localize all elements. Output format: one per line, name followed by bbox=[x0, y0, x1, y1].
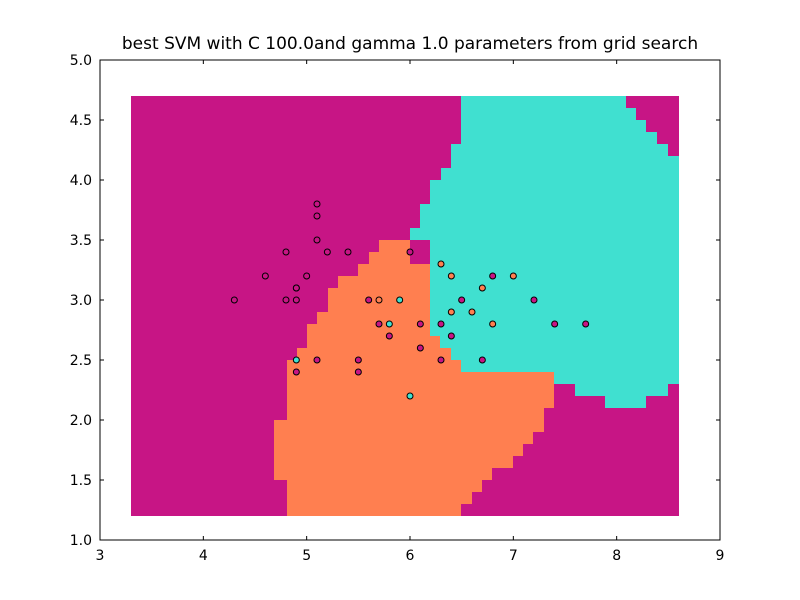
data-point-class-1 bbox=[292, 356, 300, 364]
data-point-class-0 bbox=[437, 320, 445, 328]
x-axis: 3 4 5 6 7 8 9 bbox=[96, 60, 725, 564]
data-point-class-0 bbox=[406, 248, 414, 256]
data-point-class-2 bbox=[468, 308, 476, 316]
x-tick-label: 3 bbox=[96, 548, 105, 564]
x-tick-label: 7 bbox=[509, 548, 518, 564]
y-tick-label: 3.5 bbox=[70, 233, 92, 249]
data-point-class-0 bbox=[261, 272, 269, 280]
class-2-region bbox=[274, 240, 554, 516]
data-point-class-0 bbox=[354, 356, 362, 364]
data-point-class-2 bbox=[478, 284, 486, 292]
y-tick-label: 2.5 bbox=[70, 353, 92, 369]
data-point-class-0 bbox=[323, 248, 331, 256]
data-point-class-0 bbox=[365, 296, 373, 304]
y-tick-label: 4.0 bbox=[70, 173, 92, 189]
data-point-class-0 bbox=[344, 248, 352, 256]
data-point-class-1 bbox=[385, 320, 393, 328]
x-tick-label: 6 bbox=[406, 548, 415, 564]
class-1-region bbox=[410, 96, 679, 408]
data-point-class-0 bbox=[385, 332, 393, 340]
data-point-class-0 bbox=[354, 368, 362, 376]
data-point-class-0 bbox=[582, 320, 590, 328]
data-point-class-0 bbox=[551, 320, 559, 328]
y-tick-label: 3.0 bbox=[70, 293, 92, 309]
data-point-class-0 bbox=[489, 272, 497, 280]
data-point-class-0 bbox=[313, 212, 321, 220]
y-tick-label: 4.5 bbox=[70, 113, 92, 129]
data-point-class-0 bbox=[313, 236, 321, 244]
data-point-class-2 bbox=[447, 272, 455, 280]
data-point-class-0 bbox=[447, 332, 455, 340]
decision-regions bbox=[131, 96, 679, 516]
data-point-class-0 bbox=[292, 296, 300, 304]
data-points bbox=[230, 200, 590, 400]
data-point-class-0 bbox=[303, 272, 311, 280]
data-point-class-2 bbox=[437, 260, 445, 268]
x-tick-label: 5 bbox=[302, 548, 311, 564]
data-point-class-0 bbox=[530, 296, 538, 304]
data-point-class-0 bbox=[437, 356, 445, 364]
data-point-class-0 bbox=[282, 248, 290, 256]
data-point-class-2 bbox=[489, 320, 497, 328]
y-tick-label: 2.0 bbox=[70, 413, 92, 429]
data-point-class-0 bbox=[282, 296, 290, 304]
x-tick-label: 9 bbox=[716, 548, 725, 564]
y-tick-label: 1.0 bbox=[70, 533, 92, 549]
x-tick-label: 8 bbox=[612, 548, 621, 564]
data-point-class-2 bbox=[509, 272, 517, 280]
x-tick-label: 4 bbox=[199, 548, 208, 564]
data-point-class-0 bbox=[478, 356, 486, 364]
data-point-class-0 bbox=[292, 284, 300, 292]
data-point-class-0 bbox=[416, 320, 424, 328]
data-point-class-1 bbox=[406, 392, 414, 400]
data-point-class-0 bbox=[458, 296, 466, 304]
y-tick-label: 5.0 bbox=[70, 53, 92, 69]
data-point-class-0 bbox=[292, 368, 300, 376]
data-point-class-0 bbox=[230, 296, 238, 304]
chart-title: best SVM with C 100.0and gamma 1.0 param… bbox=[121, 34, 699, 54]
data-point-class-0 bbox=[375, 320, 383, 328]
data-point-class-1 bbox=[396, 296, 404, 304]
y-tick-label: 1.5 bbox=[70, 473, 92, 489]
data-point-class-2 bbox=[375, 296, 383, 304]
data-point-class-0 bbox=[313, 356, 321, 364]
y-axis: 1.0 1.5 2.0 2.5 3.0 3.5 4.0 4.5 5.0 bbox=[70, 53, 720, 549]
data-point-class-2 bbox=[447, 308, 455, 316]
data-point-class-0 bbox=[313, 200, 321, 208]
data-point-class-0 bbox=[416, 344, 424, 352]
